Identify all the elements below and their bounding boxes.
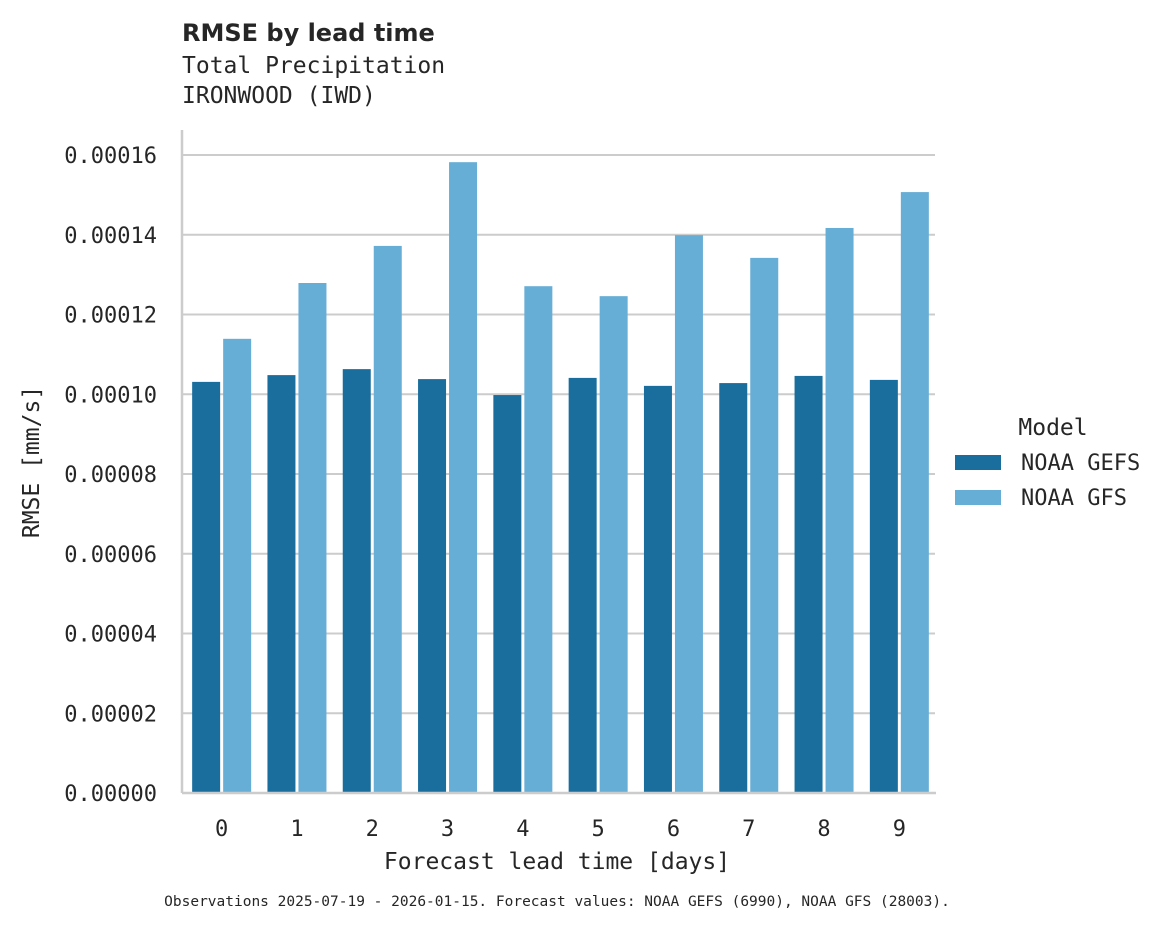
bar-noaa-gefs-2 — [342, 369, 371, 793]
chart-subtitle: Total Precipitation — [182, 53, 445, 79]
bar-noaa-gefs-8 — [794, 375, 823, 793]
x-tick-label: 1 — [290, 817, 303, 842]
y-tick-label: 0.00016 — [64, 144, 157, 169]
bar-noaa-gefs-9 — [869, 379, 898, 793]
x-tick-label: 9 — [893, 817, 906, 842]
bar-noaa-gefs-3 — [418, 379, 447, 793]
legend-swatch — [955, 490, 1001, 505]
bar-noaa-gfs-7 — [750, 257, 779, 793]
y-tick-label: 0.00004 — [64, 623, 157, 648]
chart-station: IRONWOOD (IWD) — [182, 83, 376, 109]
x-tick-label: 7 — [742, 817, 755, 842]
x-tick-label: 3 — [441, 817, 454, 842]
y-tick-label: 0.00008 — [64, 463, 157, 488]
x-tick-label: 2 — [366, 817, 379, 842]
footnote: Observations 2025-07-19 - 2026-01-15. Fo… — [164, 894, 950, 910]
y-tick-label: 0.00006 — [64, 543, 157, 568]
bar-noaa-gefs-5 — [568, 377, 597, 793]
chart-title: RMSE by lead time — [182, 19, 435, 47]
y-tick-label: 0.00012 — [64, 304, 157, 329]
y-tick-label: 0.00000 — [64, 782, 157, 807]
bar-noaa-gfs-3 — [449, 162, 478, 794]
bar-noaa-gfs-5 — [599, 296, 628, 793]
bar-noaa-gefs-4 — [493, 395, 522, 793]
x-tick-label: 0 — [215, 817, 228, 842]
bar-noaa-gefs-6 — [643, 385, 672, 793]
legend: Model NOAA GEFS NOAA GFS — [955, 415, 1140, 511]
x-tick-label: 5 — [592, 817, 605, 842]
bar-noaa-gfs-9 — [900, 192, 929, 794]
bar-noaa-gefs-1 — [267, 375, 296, 793]
bar-noaa-gfs-8 — [825, 227, 854, 793]
bar-noaa-gefs-0 — [192, 381, 221, 793]
x-tick-label: 4 — [516, 817, 529, 842]
y-tick-label: 0.00010 — [64, 383, 157, 408]
bar-noaa-gfs-1 — [298, 282, 327, 793]
bar-noaa-gfs-4 — [524, 286, 553, 793]
bar-noaa-gefs-7 — [719, 383, 748, 793]
x-axis-label: Forecast lead time [days] — [384, 849, 730, 875]
legend-title: Model — [1018, 415, 1087, 441]
legend-swatch — [955, 455, 1001, 470]
legend-label: NOAA GFS — [1021, 486, 1127, 511]
y-axis-label: RMSE [mm/s] — [19, 386, 45, 538]
x-tick-label: 6 — [667, 817, 680, 842]
bar-noaa-gfs-0 — [223, 338, 252, 793]
bar-noaa-gfs-6 — [674, 235, 703, 793]
y-tick-label: 0.00002 — [64, 702, 157, 727]
y-tick-label: 0.00014 — [64, 224, 157, 249]
legend-label: NOAA GEFS — [1021, 451, 1140, 476]
bar-noaa-gfs-2 — [373, 245, 402, 794]
x-tick-label: 8 — [817, 817, 830, 842]
